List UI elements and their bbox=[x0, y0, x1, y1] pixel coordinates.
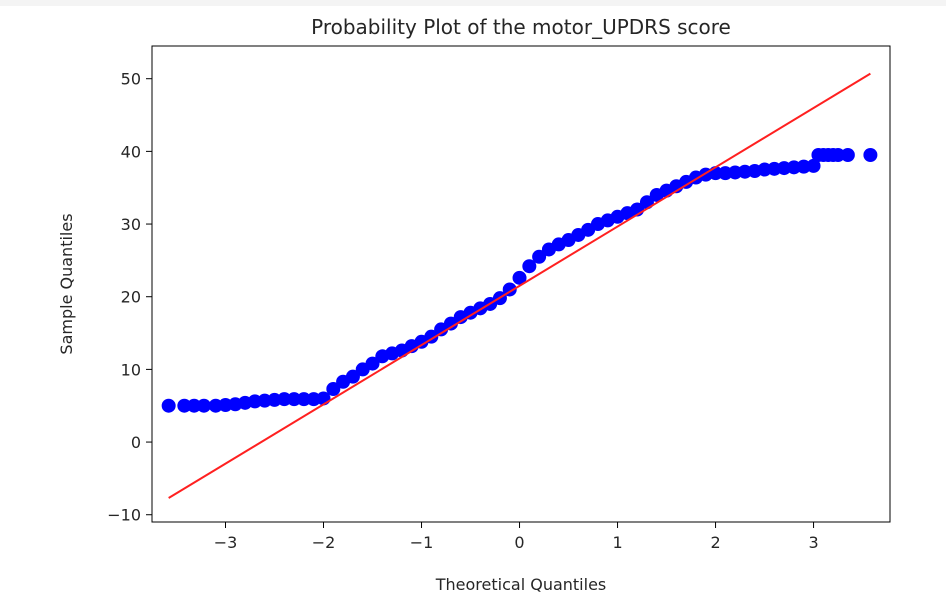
y-axis-label: Sample Quantiles bbox=[57, 213, 76, 354]
plot-frame bbox=[151, 45, 891, 523]
y-tick-label: 30 bbox=[121, 215, 141, 234]
data-point bbox=[806, 158, 821, 173]
data-point bbox=[512, 270, 527, 285]
data-point bbox=[287, 392, 302, 407]
data-point bbox=[365, 356, 380, 371]
data-point bbox=[532, 249, 547, 264]
y-tick-label: 0 bbox=[131, 433, 141, 452]
data-point bbox=[522, 259, 537, 274]
x-tick-label: −3 bbox=[214, 533, 238, 552]
reference-line-group bbox=[168, 72, 871, 499]
x-tick-label: 3 bbox=[808, 533, 818, 552]
y-tick-label: 50 bbox=[121, 70, 141, 89]
data-point bbox=[840, 148, 855, 163]
y-tick-label: 10 bbox=[121, 360, 141, 379]
x-tick-label: 0 bbox=[514, 533, 524, 552]
y-tick-label: −10 bbox=[107, 506, 141, 525]
data-point bbox=[326, 382, 341, 397]
data-point bbox=[277, 392, 292, 407]
data-point bbox=[863, 148, 878, 163]
plot-area-border bbox=[151, 45, 891, 523]
top-strip bbox=[0, 0, 946, 6]
y-tick-label: 20 bbox=[121, 288, 141, 307]
sample-points bbox=[161, 148, 878, 413]
x-axis-label: Theoretical Quantiles bbox=[435, 575, 607, 594]
data-point bbox=[196, 398, 211, 413]
reference-line bbox=[168, 72, 871, 499]
data-point bbox=[177, 398, 192, 413]
data-point bbox=[831, 148, 846, 163]
x-tick-label: 1 bbox=[612, 533, 622, 552]
chart-title: Probability Plot of the motor_UPDRS scor… bbox=[311, 15, 731, 39]
data-point bbox=[161, 398, 176, 413]
data-point bbox=[345, 369, 360, 384]
x-tick-label: −2 bbox=[312, 533, 336, 552]
data-point bbox=[296, 392, 311, 407]
x-tick-label: 2 bbox=[710, 533, 720, 552]
data-point bbox=[187, 398, 202, 413]
x-tick-label: −1 bbox=[410, 533, 434, 552]
y-tick-label: 40 bbox=[121, 142, 141, 161]
